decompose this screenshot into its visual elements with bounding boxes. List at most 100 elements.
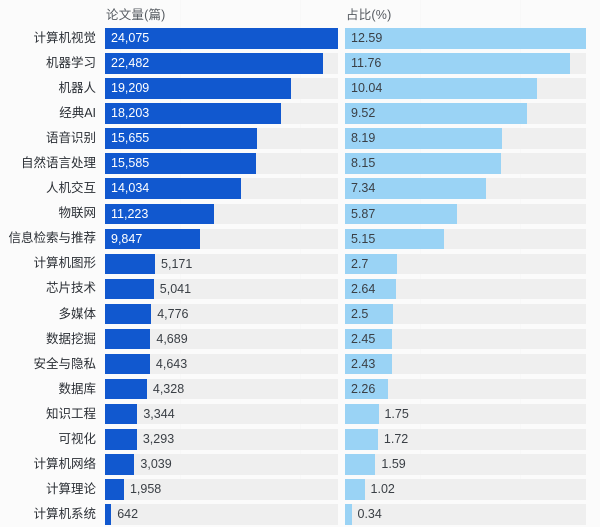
percentage-value: 2.43 xyxy=(351,356,376,371)
percentage-bar[interactable] xyxy=(345,253,397,275)
category-label: 语音识别 xyxy=(45,131,96,146)
percentage-track: 10.04 xyxy=(345,78,586,99)
percentage-bar[interactable] xyxy=(345,328,392,350)
paper-count-bar[interactable] xyxy=(105,153,256,175)
percentage-value: 0.34 xyxy=(357,507,382,522)
paper-count-bar[interactable] xyxy=(105,278,154,300)
percentage-value: 11.76 xyxy=(351,56,382,71)
paper-count-bar[interactable] xyxy=(105,428,137,450)
paper-count-value: 9,847 xyxy=(111,231,143,246)
chart-row: 可视化 3,293 1.72 xyxy=(0,427,600,452)
paper-count-track: 642 xyxy=(105,504,338,525)
category-label: 可视化 xyxy=(58,431,96,446)
paper-count-bar[interactable] xyxy=(105,303,152,325)
percentage-bar[interactable] xyxy=(345,28,586,49)
percentage-track: 1.02 xyxy=(345,479,586,500)
percentage-value: 8.19 xyxy=(351,131,376,146)
paper-count-track: 19,209 xyxy=(105,78,338,99)
chart-row: 人机交互 14,034 7.34 xyxy=(0,176,600,201)
percentage-value: 1.75 xyxy=(384,406,409,421)
paper-count-bar[interactable] xyxy=(105,128,257,149)
paper-count-bar[interactable] xyxy=(105,403,138,425)
paper-count-value: 1,958 xyxy=(129,482,162,497)
paper-count-bar[interactable] xyxy=(105,253,156,275)
percentage-track: 5.87 xyxy=(345,203,586,225)
chart-rows: 计算机视觉 24,075 12.59 机器学习 22,482 11.76 机器人 19,209… xyxy=(0,26,600,527)
percentage-value: 9.52 xyxy=(351,106,376,121)
chart-row: 安全与隐私 4,643 2.43 xyxy=(0,352,600,377)
percentage-bar[interactable] xyxy=(345,303,393,325)
paper-count-track: 9,847 xyxy=(105,228,338,250)
percentage-track: 0.34 xyxy=(345,504,586,525)
percentage-track: 8.19 xyxy=(345,128,586,149)
percentage-bar[interactable] xyxy=(345,428,378,450)
percentage-value: 1.59 xyxy=(381,456,406,471)
paper-count-bar[interactable] xyxy=(105,328,151,350)
percentage-bar[interactable] xyxy=(345,278,396,300)
percentage-track: 2.45 xyxy=(345,328,586,350)
category-label: 机器学习 xyxy=(45,56,96,71)
percentage-track: 1.75 xyxy=(345,403,586,425)
paper-count-bar[interactable] xyxy=(105,203,214,225)
paper-count-bar[interactable] xyxy=(105,353,150,375)
paper-count-track: 3,344 xyxy=(105,403,338,425)
percentage-bar[interactable] xyxy=(345,453,376,475)
paper-count-bar[interactable] xyxy=(105,78,291,99)
paper-count-value: 22,482 xyxy=(111,56,150,71)
paper-count-value: 4,643 xyxy=(155,356,188,371)
percentage-track: 8.15 xyxy=(345,153,586,175)
percentage-value: 2.7 xyxy=(351,256,369,271)
percentage-bar[interactable] xyxy=(345,203,458,225)
paper-count-track: 4,328 xyxy=(105,378,338,400)
category-label: 知识工程 xyxy=(45,406,96,421)
category-label: 计算理论 xyxy=(45,481,96,496)
chart-row: 物联网 11,223 5.87 xyxy=(0,201,600,226)
paper-count-track: 22,482 xyxy=(105,53,338,74)
percentage-value: 2.45 xyxy=(351,331,376,346)
percentage-track: 2.5 xyxy=(345,303,586,325)
percentage-bar[interactable] xyxy=(345,53,571,74)
paper-count-value: 3,039 xyxy=(140,456,172,471)
category-label: 机器人 xyxy=(58,81,96,96)
percentage-bar[interactable] xyxy=(345,353,392,375)
chart-row: 计算机网络 3,039 1.59 xyxy=(0,452,600,477)
percentage-value: 5.87 xyxy=(351,206,376,221)
paper-count-track: 5,171 xyxy=(105,253,338,275)
percentage-bar[interactable] xyxy=(345,228,444,250)
percentage-track: 2.43 xyxy=(345,353,586,375)
paper-count-value: 3,293 xyxy=(142,431,175,446)
percentage-bar[interactable] xyxy=(345,128,502,149)
paper-count-track: 14,034 xyxy=(105,178,338,200)
paper-count-value: 14,034 xyxy=(111,181,150,196)
percentage-bar[interactable] xyxy=(345,153,501,175)
paper-count-bar[interactable] xyxy=(105,28,338,49)
percentage-value: 2.26 xyxy=(351,381,376,396)
percentage-bar[interactable] xyxy=(345,103,528,124)
paper-count-bar[interactable] xyxy=(105,178,241,200)
percentage-bar[interactable] xyxy=(345,178,486,200)
paper-count-bar[interactable] xyxy=(105,378,147,400)
percentage-track: 11.76 xyxy=(345,53,586,74)
category-label: 信息检索与推荐 xyxy=(8,231,96,246)
paper-count-bar[interactable] xyxy=(105,453,135,475)
percentage-track: 2.64 xyxy=(345,278,586,300)
paper-count-bar[interactable] xyxy=(105,228,201,250)
chart-row: 数据挖掘 4,689 2.45 xyxy=(0,327,600,352)
paper-count-bar[interactable] xyxy=(105,479,124,500)
category-label: 物联网 xyxy=(58,206,96,221)
paper-count-value: 24,075 xyxy=(111,31,150,46)
percentage-bar[interactable] xyxy=(345,403,379,425)
paper-count-track: 18,203 xyxy=(105,103,338,124)
percentage-track: 7.34 xyxy=(345,178,586,200)
category-label: 安全与隐私 xyxy=(33,356,96,371)
column-headers: 论文量(篇) 占比(%) xyxy=(0,0,600,26)
category-label: 芯片技术 xyxy=(45,281,96,296)
percentage-bar[interactable] xyxy=(345,78,538,99)
paper-count-track: 15,655 xyxy=(105,128,338,149)
paper-count-bar[interactable] xyxy=(105,53,323,74)
paper-count-bar[interactable] xyxy=(105,103,282,124)
percentage-bar[interactable] xyxy=(345,479,365,500)
category-label: 经典AI xyxy=(59,106,96,121)
percentage-bar[interactable] xyxy=(345,378,389,400)
percentage-value: 5.15 xyxy=(351,231,376,246)
